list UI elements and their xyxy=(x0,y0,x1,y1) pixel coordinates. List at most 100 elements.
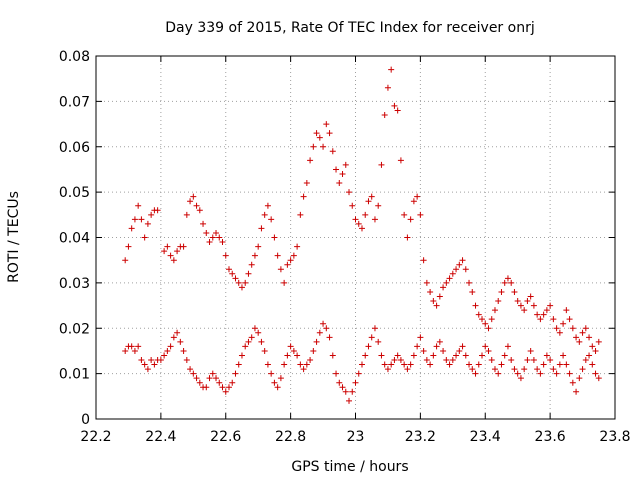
data-point xyxy=(281,279,288,286)
data-point xyxy=(190,193,197,200)
data-point xyxy=(414,343,421,350)
data-point xyxy=(203,229,210,236)
data-point xyxy=(174,329,181,336)
data-point xyxy=(488,316,495,323)
data-point xyxy=(589,361,596,368)
ticks-layer: 22.2 22.4 22.6 22.8 23 23.2 23.4 23.6 23.8 0 0.01 0… xyxy=(59,49,631,445)
data-point xyxy=(135,343,142,350)
data-point xyxy=(342,161,349,168)
data-point xyxy=(498,288,505,295)
data-point xyxy=(281,361,288,368)
data-point xyxy=(404,366,411,373)
data-point xyxy=(251,252,258,259)
data-point xyxy=(410,198,417,205)
data-point xyxy=(479,352,486,359)
data-point xyxy=(264,361,271,368)
data-point xyxy=(297,211,304,218)
data-point xyxy=(511,288,518,295)
data-point xyxy=(125,243,132,250)
data-point xyxy=(368,334,375,341)
data-point xyxy=(446,361,453,368)
data-point xyxy=(521,307,528,314)
data-point xyxy=(232,275,239,282)
data-point xyxy=(485,325,492,332)
data-point xyxy=(148,357,155,364)
data-point xyxy=(235,361,242,368)
data-point xyxy=(358,361,365,368)
data-point xyxy=(183,211,190,218)
data-point xyxy=(151,361,158,368)
data-point xyxy=(430,352,437,359)
data-point xyxy=(333,370,340,377)
data-point xyxy=(569,325,576,332)
data-point xyxy=(550,366,557,373)
data-point xyxy=(407,216,414,223)
data-point xyxy=(436,338,443,345)
data-point xyxy=(294,243,301,250)
data-point xyxy=(579,366,586,373)
data-point xyxy=(462,266,469,273)
data-point xyxy=(242,279,249,286)
x-tick-label: 22.4 xyxy=(145,429,176,445)
data-point xyxy=(193,375,200,382)
y-tick-label: 0.06 xyxy=(59,140,90,156)
data-point xyxy=(566,316,573,323)
data-point xyxy=(313,130,320,137)
data-point xyxy=(459,343,466,350)
data-point xyxy=(378,161,385,168)
data-point xyxy=(579,329,586,336)
data-point xyxy=(423,279,430,286)
data-point xyxy=(582,325,589,332)
chart-title: Day 339 of 2015, Rate Of TEC Index for r… xyxy=(165,20,534,36)
data-point xyxy=(294,352,301,359)
data-point xyxy=(352,379,359,386)
data-point xyxy=(200,220,207,227)
data-point xyxy=(391,357,398,364)
data-point xyxy=(213,229,220,236)
data-point xyxy=(586,352,593,359)
data-point xyxy=(232,370,239,377)
data-point xyxy=(410,352,417,359)
data-point xyxy=(238,352,245,359)
y-tick-label: 0.02 xyxy=(59,321,90,337)
data-point xyxy=(388,361,395,368)
x-axis-label: GPS time / hours xyxy=(291,459,408,475)
data-point xyxy=(547,357,554,364)
x-tick-label: 23.6 xyxy=(535,429,566,445)
data-point xyxy=(277,375,284,382)
data-point xyxy=(589,343,596,350)
data-point xyxy=(375,202,382,209)
data-point xyxy=(501,279,508,286)
data-point xyxy=(307,157,314,164)
data-point xyxy=(495,298,502,305)
y-tick-label: 0 xyxy=(81,412,90,428)
data-point xyxy=(326,130,333,137)
y-tick-label: 0.01 xyxy=(59,367,90,383)
data-point xyxy=(482,320,489,327)
data-point xyxy=(556,329,563,336)
data-point xyxy=(255,329,262,336)
data-point xyxy=(164,243,171,250)
data-point xyxy=(167,252,174,259)
data-point xyxy=(469,366,476,373)
data-point xyxy=(303,361,310,368)
data-point xyxy=(440,347,447,354)
data-point xyxy=(138,357,145,364)
data-point xyxy=(138,216,145,223)
data-point xyxy=(401,211,408,218)
data-point xyxy=(128,225,135,232)
data-point xyxy=(384,84,391,91)
data-point xyxy=(329,148,336,155)
data-point xyxy=(268,216,275,223)
data-point xyxy=(245,338,252,345)
data-point xyxy=(320,320,327,327)
data-point xyxy=(449,357,456,364)
data-point xyxy=(355,370,362,377)
data-point xyxy=(206,239,213,246)
data-point xyxy=(268,370,275,377)
data-point xyxy=(187,198,194,205)
data-point xyxy=(453,266,460,273)
data-point xyxy=(485,347,492,354)
data-point xyxy=(271,234,278,241)
